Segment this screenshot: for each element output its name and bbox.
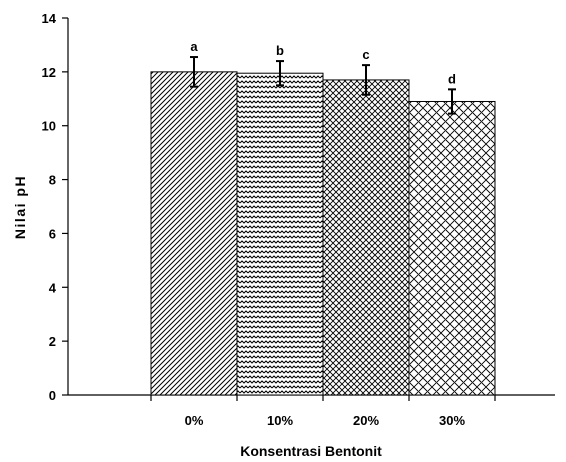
x-tick-label: 10%: [267, 413, 293, 428]
bar-0pct: [150, 71, 238, 396]
bar-10pct: [236, 72, 324, 396]
y-tick-label: 4: [49, 280, 57, 295]
x-tick-label: 20%: [353, 413, 379, 428]
bar-30pct: [408, 100, 496, 396]
significance-label: a: [190, 39, 198, 54]
x-axis-title: Konsentrasi Bentonit: [240, 443, 382, 459]
x-tick-label: 30%: [439, 413, 465, 428]
y-tick-label: 10: [42, 119, 56, 134]
y-tick-label: 0: [49, 388, 56, 403]
x-tick-label: 0%: [185, 413, 204, 428]
y-tick-label: 6: [49, 226, 56, 241]
y-axis-title: Nilai pH: [12, 175, 28, 239]
bar-20pct: [322, 79, 410, 396]
y-tick-label: 12: [42, 65, 56, 80]
y-tick-label: 8: [49, 173, 56, 188]
significance-label: d: [448, 71, 456, 86]
y-tick-label: 2: [49, 334, 56, 349]
significance-label: b: [276, 43, 284, 58]
significance-label: c: [362, 47, 369, 62]
y-tick-label: 14: [42, 11, 57, 26]
